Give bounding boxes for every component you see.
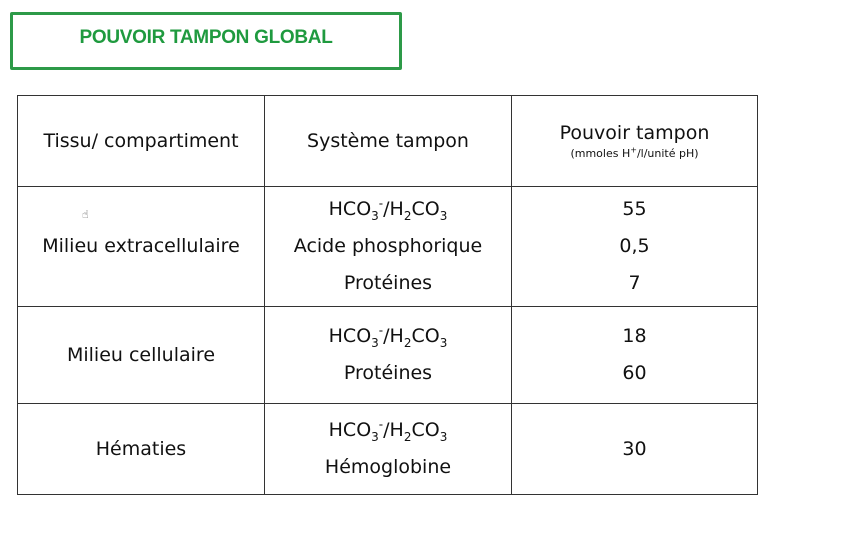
header-power-unit: (mmoles H+/l/unité pH)	[570, 145, 699, 160]
table-row: Milieu cellulaire HCO3-/H2CO3 Protéines …	[17, 306, 758, 404]
system-cell: HCO3-/H2CO3 Protéines	[264, 306, 512, 404]
table-header-row: Tissu/ compartiment Système tampon Pouvo…	[17, 95, 758, 187]
system-cell: HCO3-/H2CO3 Hémoglobine	[264, 403, 512, 495]
value-cell: 18 60	[511, 306, 758, 404]
header-system: Système tampon	[264, 95, 512, 187]
tissue-cell: Hématies	[17, 403, 265, 495]
table-row: Hématies HCO3-/H2CO3 Hémoglobine 30	[17, 403, 758, 495]
page-title: POUVOIR TAMPON GLOBAL	[79, 27, 333, 48]
header-power: Pouvoir tampon (mmoles H+/l/unité pH)	[511, 95, 758, 187]
formula: HCO3-/H2CO3	[328, 323, 448, 350]
header-power-label: Pouvoir tampon	[559, 122, 710, 144]
formula: HCO3-/H2CO3	[328, 196, 448, 223]
system-cell: HCO3-/H2CO3 Acide phosphorique Protéines	[264, 186, 512, 307]
header-tissue: Tissu/ compartiment	[17, 95, 265, 187]
table-row: Milieu extracellulaire HCO3-/H2CO3 Acide…	[17, 186, 758, 307]
buffer-table: Tissu/ compartiment Système tampon Pouvo…	[17, 95, 758, 495]
tissue-cell: Milieu cellulaire	[17, 306, 265, 404]
formula: HCO3-/H2CO3	[328, 417, 448, 444]
value-cell: 55 0,5 7	[511, 186, 758, 307]
title-box: POUVOIR TAMPON GLOBAL	[10, 12, 402, 70]
value-cell: 30	[511, 403, 758, 495]
tissue-cell: Milieu extracellulaire	[17, 186, 265, 307]
